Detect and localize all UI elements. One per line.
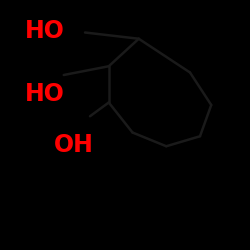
Text: OH: OH <box>54 133 94 157</box>
Text: HO: HO <box>25 82 65 106</box>
Text: HO: HO <box>25 19 65 43</box>
